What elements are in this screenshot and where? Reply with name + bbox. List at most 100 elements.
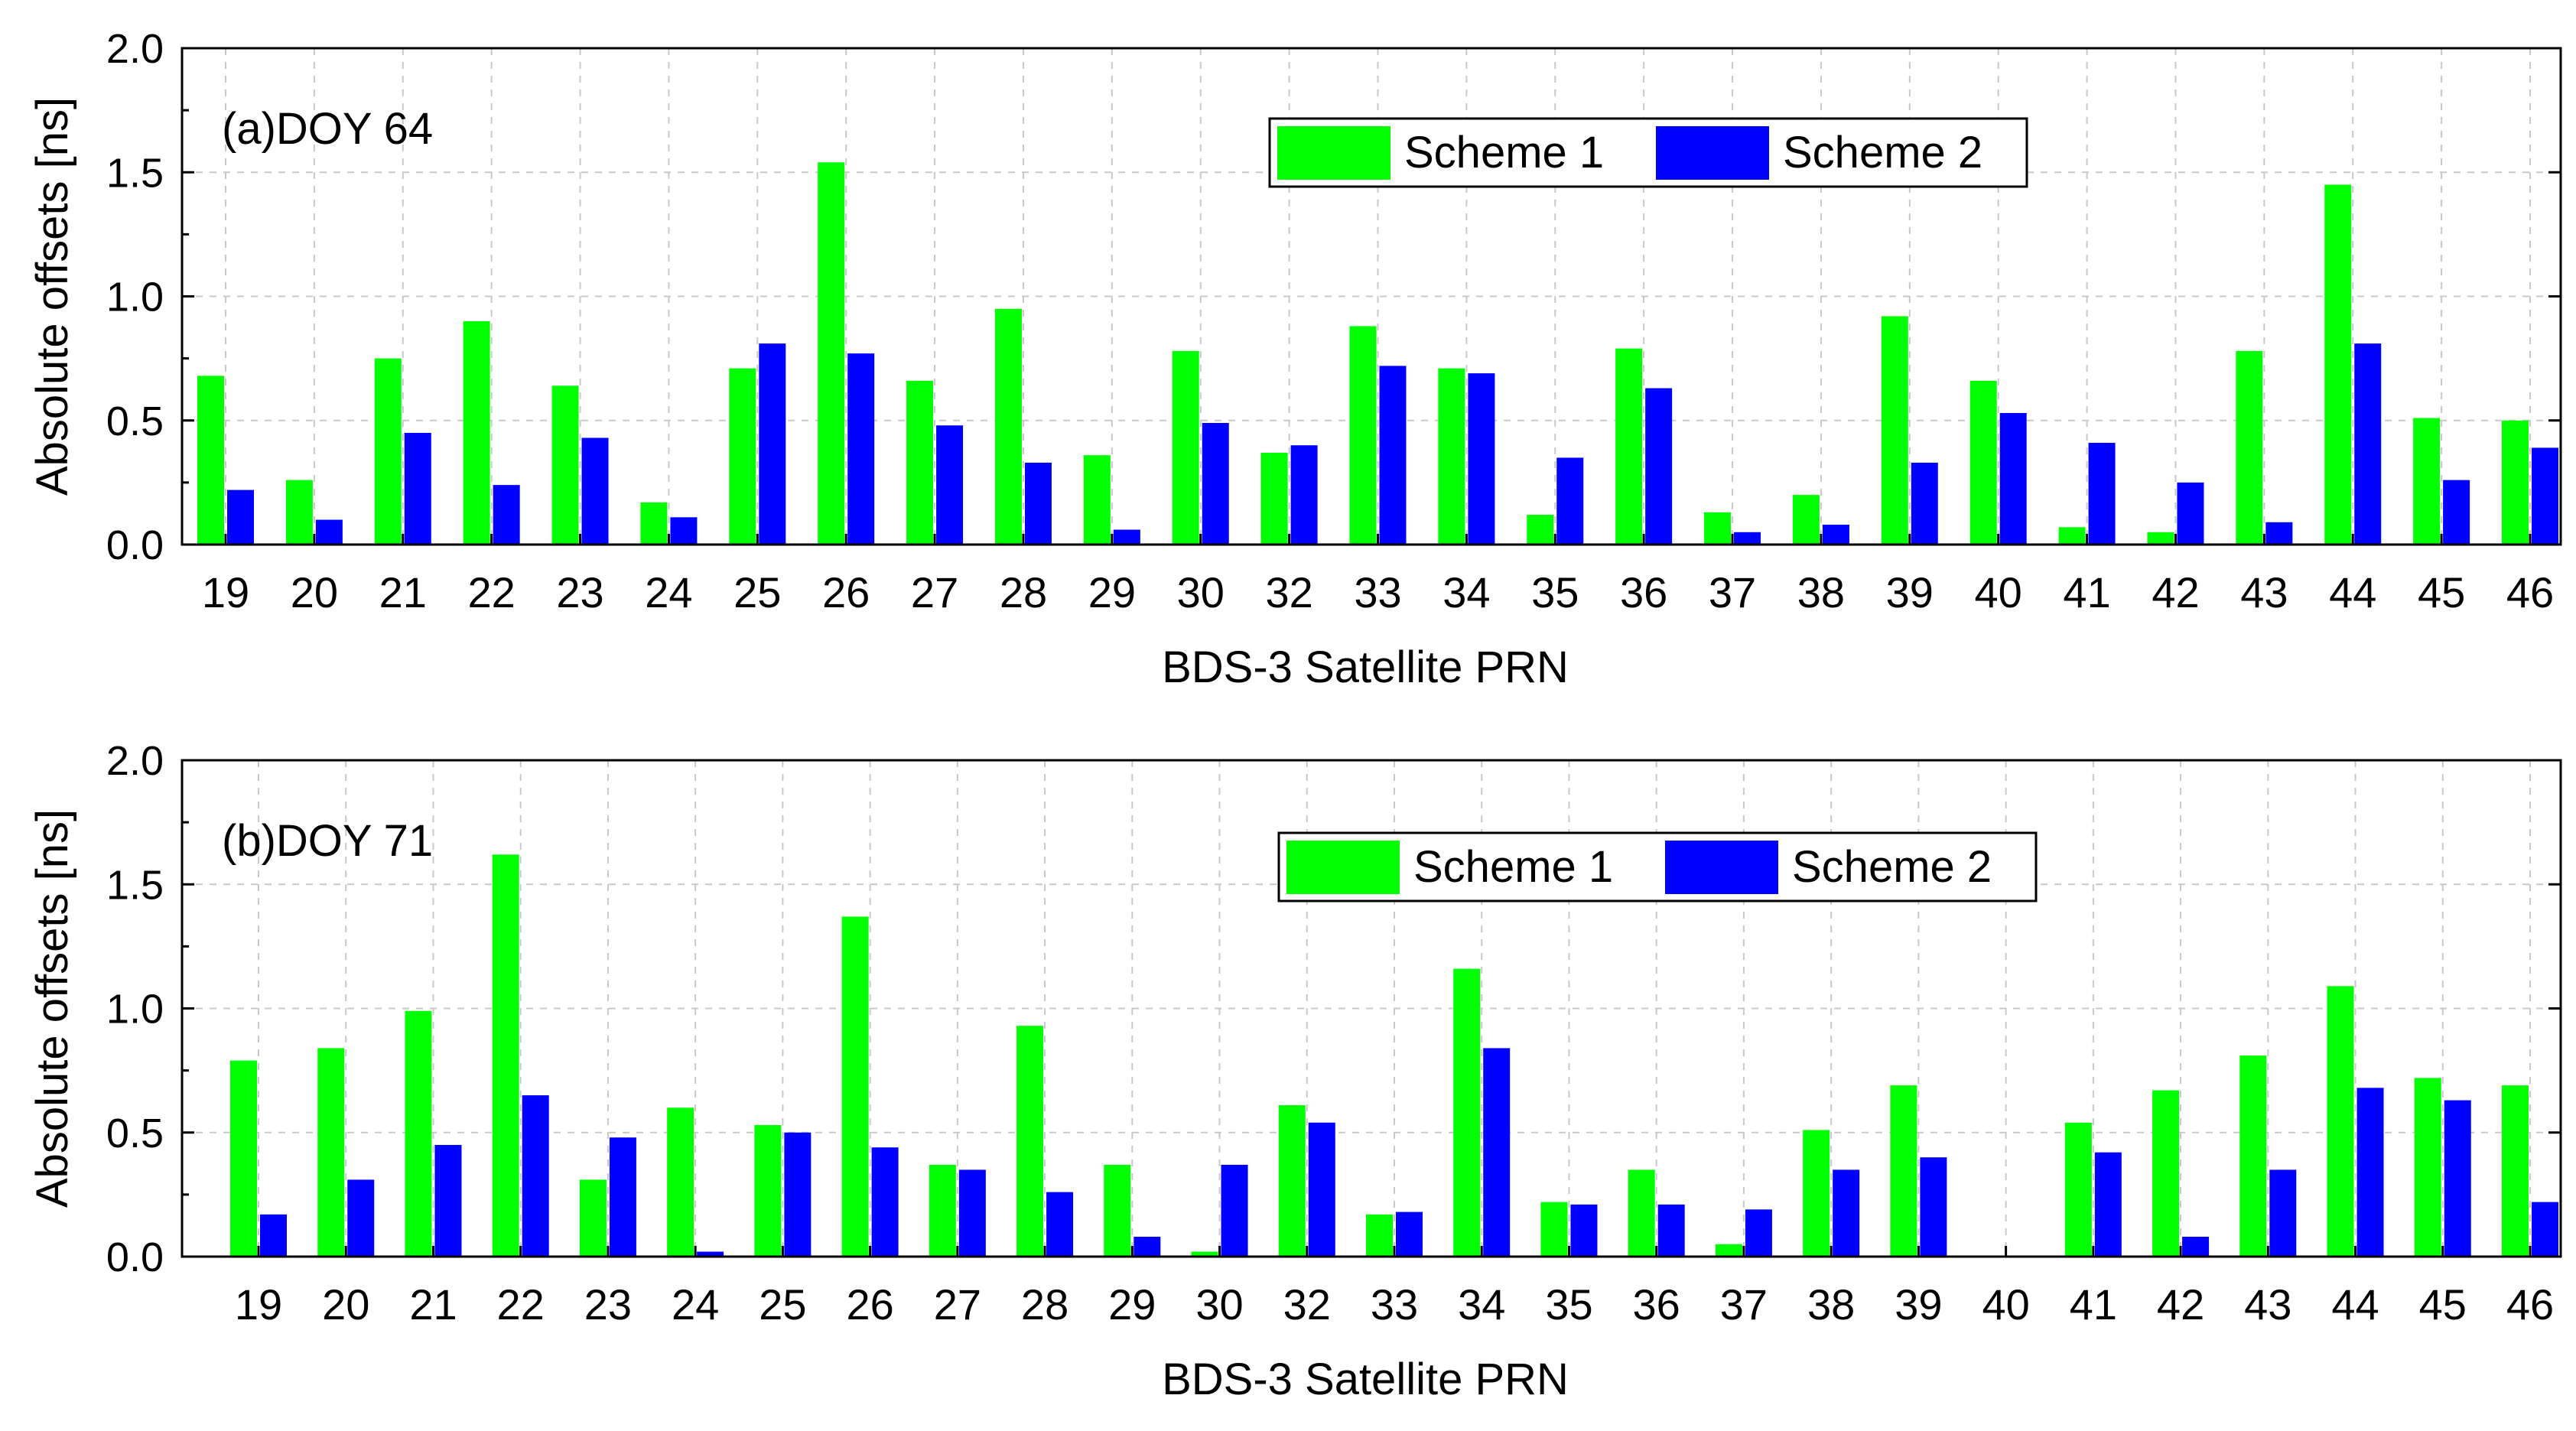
legend-label-1: Scheme 1	[1413, 842, 1613, 892]
bar-scheme-2	[1024, 462, 1052, 545]
y-tick-label: 0.0	[106, 522, 164, 568]
bar-scheme-2	[1290, 445, 1318, 545]
x-tick-label: 34	[1458, 1280, 1505, 1329]
bar-scheme-1	[197, 376, 224, 545]
bar-scheme-2	[2177, 482, 2204, 545]
x-tick-label: 33	[1354, 568, 1401, 616]
bar-scheme-1	[1881, 316, 1908, 545]
bar-scheme-1	[1704, 512, 1732, 545]
bar-scheme-2	[697, 1251, 724, 1257]
x-tick-label: 20	[291, 568, 338, 616]
x-tick-label: 40	[1982, 1280, 2029, 1329]
bar-scheme-1	[1969, 380, 1997, 545]
chart-panel-doy-64: 0.0 0.5 1.0 1.5 2.0 19 20 21 22 23 24 25 26 27 28 29 30 3…	[28, 26, 2562, 692]
x-tick-label: 34	[1442, 568, 1490, 616]
bar-scheme-1	[2058, 527, 2086, 545]
x-tick-label: 38	[1807, 1280, 1855, 1329]
y-tick-label: 2.0	[106, 26, 164, 72]
bar-scheme-2	[434, 1144, 462, 1257]
bar-scheme-2	[609, 1137, 636, 1257]
legend-box	[1277, 831, 2038, 903]
x-tick-label: 27	[911, 568, 958, 616]
bar-scheme-1	[2324, 184, 2352, 545]
x-tick-label: 29	[1108, 1280, 1156, 1329]
bar-scheme-2	[784, 1132, 812, 1257]
x-tick-label: 42	[2152, 568, 2199, 616]
bar-scheme-1	[818, 162, 845, 545]
legend-label-2: Scheme 2	[1783, 128, 1982, 177]
bar-scheme-2	[871, 1147, 899, 1257]
bar-scheme-2	[2532, 447, 2558, 545]
bar-scheme-1	[2236, 350, 2263, 545]
bar-scheme-1	[1527, 515, 1554, 545]
bar-scheme-2	[2265, 522, 2293, 545]
x-tick-label: 41	[2063, 568, 2110, 616]
bar-scheme-1	[2064, 1122, 2092, 1257]
bar-scheme-1	[2239, 1055, 2267, 1257]
bar-scheme-2	[1113, 529, 1140, 545]
bar-scheme-2	[2444, 1100, 2471, 1257]
x-tick-label: 39	[1886, 568, 1934, 616]
x-axis-title: BDS-3 Satellite PRN	[1162, 642, 1569, 692]
x-tick-label: 26	[822, 568, 870, 616]
bar-scheme-1	[754, 1125, 782, 1257]
bar-scheme-2	[936, 425, 964, 545]
x-tick-label: 19	[202, 568, 249, 616]
bar-scheme-1	[841, 916, 869, 1257]
x-tick-label: 45	[2418, 568, 2465, 616]
y-tick-label: 1.5	[106, 150, 164, 196]
bar-scheme-1	[1260, 452, 1288, 545]
bar-scheme-1	[317, 1048, 345, 1257]
y-tick-label: 1.0	[106, 987, 164, 1033]
bar-scheme-2	[2269, 1169, 2297, 1257]
x-tick-label: 22	[497, 1280, 545, 1329]
x-axis: 19 20 21 22 23 24 25 26 27 28 29 30 32 33 34 35 36 37 38 39…	[235, 1246, 2554, 1329]
x-tick-label: 45	[2419, 1280, 2467, 1329]
x-tick-label: 46	[2506, 1280, 2554, 1329]
x-tick-label: 21	[379, 568, 427, 616]
legend-label-1: Scheme 1	[1404, 128, 1604, 177]
bar-scheme-2	[315, 519, 343, 545]
x-tick-label: 44	[2329, 568, 2376, 616]
bar-scheme-2	[404, 432, 431, 545]
legend-label-2: Scheme 2	[1792, 842, 1992, 892]
bar-scheme-1	[1540, 1202, 1568, 1257]
x-tick-label: 44	[2331, 1280, 2379, 1329]
bar-scheme-2	[1468, 373, 1495, 545]
x-tick-label: 43	[2244, 1280, 2291, 1329]
bar-scheme-1	[1792, 495, 1820, 545]
x-tick-label: 21	[409, 1280, 457, 1329]
y-tick-label: 1.5	[106, 862, 164, 908]
bar-scheme-2	[2088, 442, 2116, 545]
bars	[197, 162, 2558, 545]
bar-scheme-2	[1920, 1157, 1947, 1257]
x-tick-label: 36	[1620, 568, 1667, 616]
bar-scheme-2	[1556, 457, 1584, 545]
bar-scheme-2	[1833, 1169, 1860, 1257]
bar-scheme-2	[1745, 1209, 1772, 1257]
bar-scheme-1	[2152, 1090, 2180, 1257]
bar-scheme-1	[1803, 1130, 1830, 1257]
x-axis-title: BDS-3 Satellite PRN	[1162, 1355, 1569, 1404]
y-tick-label: 1.0	[106, 275, 164, 320]
bar-scheme-2	[1379, 366, 1407, 545]
x-tick-label: 33	[1371, 1280, 1418, 1329]
legend-swatch-2	[1665, 841, 1778, 894]
bar-scheme-1	[1104, 1164, 1131, 1257]
bar-scheme-2	[1999, 413, 2027, 545]
y-tick-label: 2.0	[106, 738, 164, 784]
bar-scheme-1	[1016, 1026, 1044, 1257]
x-axis: 19 20 21 22 23 24 25 26 27 28 29 30 32 33 34 35 36 37 38 39…	[202, 534, 2554, 616]
bar-scheme-2	[1570, 1204, 1598, 1257]
x-tick-label: 25	[759, 1280, 806, 1329]
bar-scheme-1	[1615, 348, 1643, 545]
bar-scheme-1	[1366, 1214, 1393, 1257]
chart-panel-doy-71: 0.0 0.5 1.0 1.5 2.0 19 20 21 22 23 24 25 26 27 28 29 30 3…	[28, 738, 2562, 1404]
bar-scheme-2	[260, 1214, 287, 1257]
bar-scheme-1	[2327, 986, 2354, 1257]
bar-scheme-1	[1715, 1244, 1742, 1257]
y-tick-label: 0.5	[106, 398, 164, 444]
y-axis: 0.0 0.5 1.0 1.5 2.0	[106, 738, 2561, 1280]
x-tick-label: 39	[1895, 1280, 1942, 1329]
